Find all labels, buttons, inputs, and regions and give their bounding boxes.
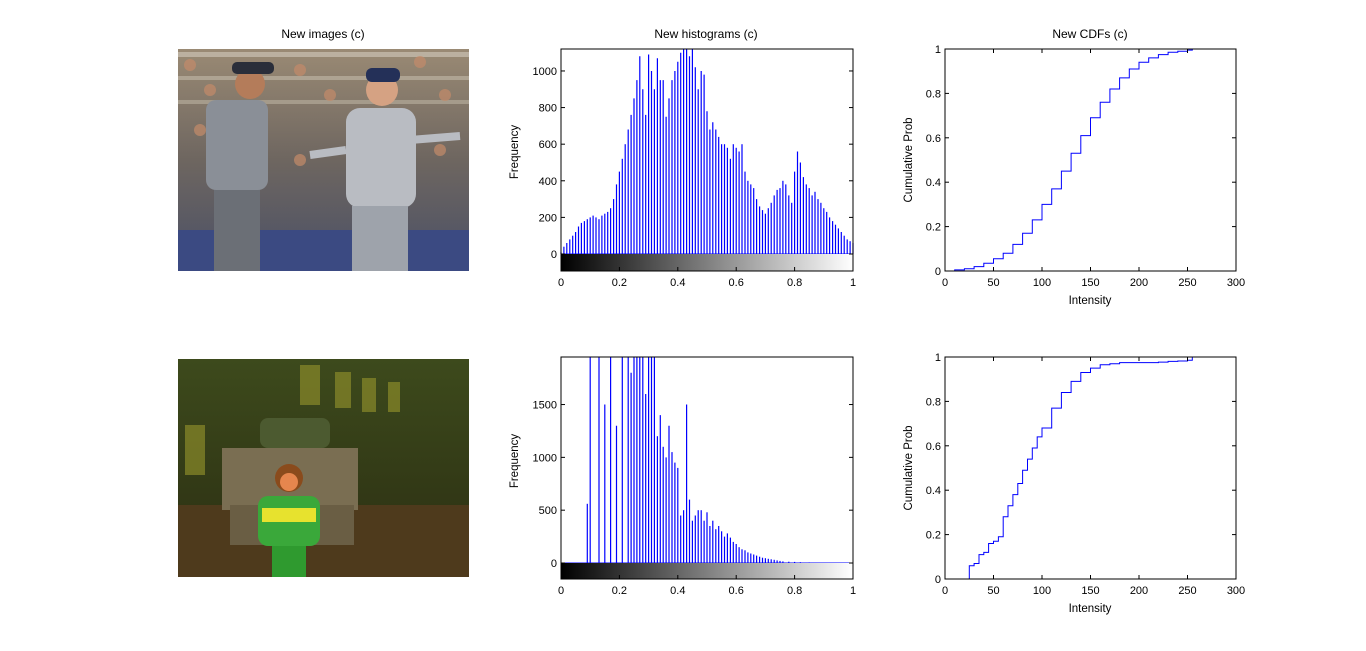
histogram-1-ylabel: Frequency [509, 125, 521, 180]
cdf-2-xtick-label: 150 [1081, 585, 1099, 597]
cdf-2-xtick-label: 50 [987, 585, 999, 597]
cdf-2-xtick-label: 300 [1227, 585, 1245, 597]
histogram-1-ytick-label: 1000 [533, 66, 557, 78]
histogram-2-xtick-label: 0.4 [670, 585, 685, 597]
histogram-1-xtick-label: 0.4 [670, 277, 685, 289]
cdf-2-ytick-label: 0.4 [926, 485, 941, 497]
histogram-1-ytick-label: 200 [539, 212, 557, 224]
cdf-2: 0 0.2 0.4 0.6 0.8 1 0 50 100 150 200 250 300 Intens… [903, 352, 1245, 615]
cdf-1-xtick-label: 250 [1178, 277, 1196, 289]
cdf-2-xtick-label: 250 [1178, 585, 1196, 597]
cdf-1-ytick-label: 1 [935, 44, 941, 56]
histogram-2-colorbar [561, 563, 853, 579]
cdf-1-title: New CDFs (c) [1052, 27, 1127, 41]
histogram-2-ytick-label: 0 [551, 558, 557, 570]
cdf-1-ytick-label: 0 [935, 266, 941, 278]
histogram-2-ylabel: Frequency [509, 434, 521, 489]
histogram-1-colorbar [561, 254, 853, 271]
histogram-1-ytick-label: 400 [539, 176, 557, 188]
cdf-1-xtick-label: 200 [1130, 277, 1148, 289]
histogram-1-ytick-label: 0 [551, 249, 557, 261]
images-panel-title: New images (c) [281, 27, 364, 41]
histogram-2-xtick-label: 0.8 [787, 585, 802, 597]
cdf-2-xtick-label: 100 [1033, 585, 1051, 597]
histogram-2-ytick-label: 1500 [533, 400, 557, 412]
histogram-1-xtick-label: 0 [558, 277, 564, 289]
histogram-1-xtick-label: 0.2 [612, 277, 627, 289]
cdf-2-line [966, 357, 1193, 580]
cdf-2-y-ticks: 0 0.2 0.4 0.6 0.8 1 [926, 352, 1236, 586]
cdf-2-ytick-label: 0.8 [926, 396, 941, 408]
cdf-2-xtick-label: 0 [942, 585, 948, 597]
cdf-2-ytick-label: 0.6 [926, 441, 941, 453]
histogram-1-ytick-label: 600 [539, 139, 557, 151]
cdf-1-ytick-label: 0.2 [926, 222, 941, 234]
histogram-1-xtick-label: 0.8 [787, 277, 802, 289]
cdf-2-ylabel: Cumulative Prob [903, 425, 915, 510]
histogram-2-xtick-label: 0.6 [729, 585, 744, 597]
histogram-1-ytick-label: 800 [539, 103, 557, 115]
histogram-1-frame [560, 48, 854, 272]
cdf-1-xtick-label: 300 [1227, 277, 1245, 289]
cdf-1-ytick-label: 0.8 [926, 88, 941, 100]
cdf-1-y-ticks: 0 0.2 0.4 0.6 0.8 1 [926, 44, 1236, 278]
cdf-2-xlabel: Intensity [1069, 603, 1112, 615]
histogram-2: 0 500 1000 1500 0 0.2 0.4 0.6 0.8 1 Frequency [509, 356, 856, 597]
histogram-1-y-ticks: 0 200 400 600 800 1000 [533, 66, 853, 261]
photo-2 [178, 359, 469, 577]
histogram-1-x-ticks: 0 0.2 0.4 0.6 0.8 1 [558, 267, 856, 289]
cdf-2-x-ticks: 0 50 100 150 200 250 300 [942, 357, 1245, 597]
cdf-1: 0 0.2 0.4 0.6 0.8 1 0 50 100 150 200 250 300 Intens… [903, 44, 1245, 307]
cdf-1-ytick-label: 0.4 [926, 177, 941, 189]
histogram-2-y-ticks: 0 500 1000 1500 [533, 400, 853, 570]
histogram-1-title: New histograms (c) [654, 27, 757, 41]
histogram-2-xtick-label: 0.2 [612, 585, 627, 597]
cdf-1-xtick-label: 50 [987, 277, 999, 289]
histogram-2-ytick-label: 500 [539, 505, 557, 517]
cdf-1-ylabel: Cumulative Prob [903, 117, 915, 202]
cdf-1-ytick-label: 0.6 [926, 133, 941, 145]
cdf-1-xtick-label: 150 [1081, 277, 1099, 289]
cdf-1-x-ticks: 0 50 100 150 200 250 300 [942, 49, 1245, 289]
cdf-1-line [945, 49, 1193, 272]
histogram-2-xtick-label: 0 [558, 585, 564, 597]
photo-1 [178, 49, 469, 271]
histogram-2-bars [561, 357, 853, 564]
histogram-2-x-ticks: 0 0.2 0.4 0.6 0.8 1 [558, 575, 856, 597]
cdf-2-ytick-label: 0.2 [926, 530, 941, 542]
cdf-1-xtick-label: 0 [942, 277, 948, 289]
cdf-2-xtick-label: 200 [1130, 585, 1148, 597]
histogram-2-frame [560, 356, 854, 580]
cdf-2-ytick-label: 1 [935, 352, 941, 364]
cdf-1-xtick-label: 100 [1033, 277, 1051, 289]
cdf-1-frame [944, 48, 1237, 272]
histogram-2-xtick-label: 1 [850, 585, 856, 597]
cdf-1-xlabel: Intensity [1069, 295, 1112, 307]
histogram-1-bars [560, 49, 854, 255]
histogram-2-ytick-label: 1000 [533, 452, 557, 464]
histogram-1-xtick-label: 1 [850, 277, 856, 289]
cdf-2-ytick-label: 0 [935, 574, 941, 586]
histogram-1-xtick-label: 0.6 [729, 277, 744, 289]
histogram-1: 0 200 400 600 800 1000 0 0.2 0.4 0.6 0.8 1 Frequen… [509, 48, 856, 289]
